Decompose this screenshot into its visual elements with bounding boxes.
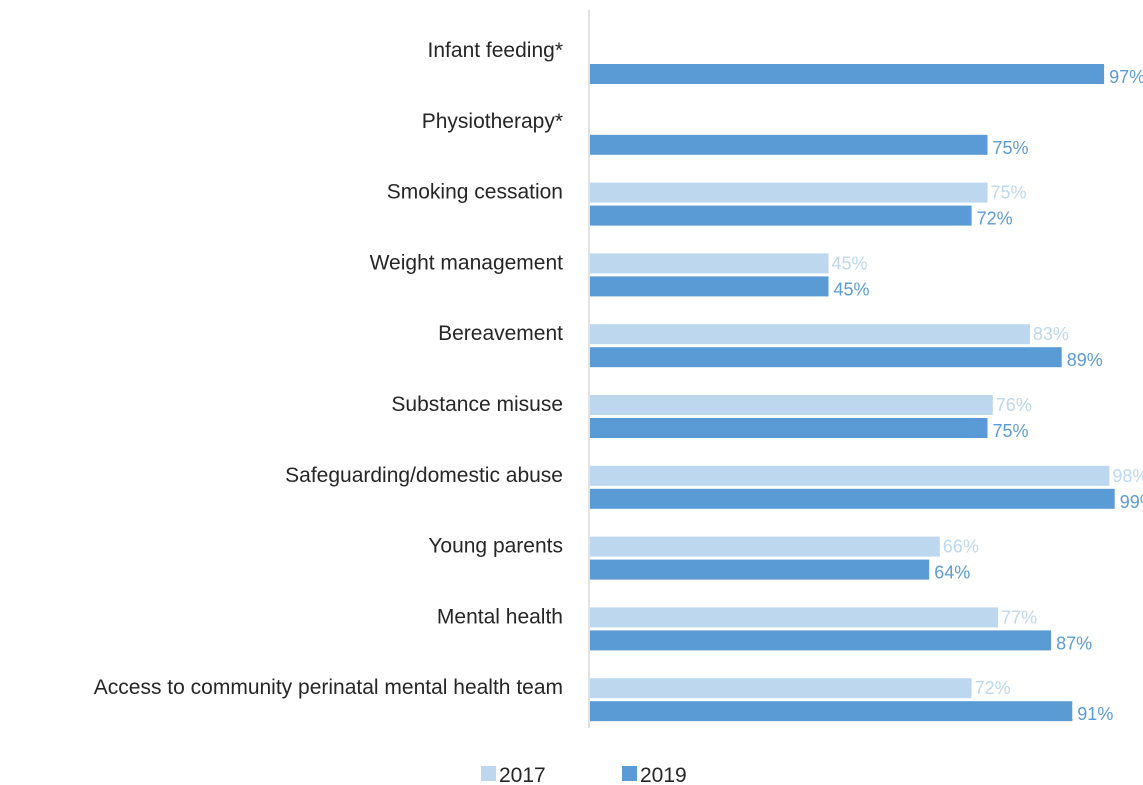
bar-2017 — [590, 465, 1110, 486]
category-label: Weight management — [370, 251, 564, 274]
bar-2019 — [590, 701, 1073, 722]
legend: 2017 2019 — [481, 764, 687, 785]
category-label: Infant feeding* — [428, 39, 563, 62]
bar-2017 — [590, 395, 993, 415]
data-label-2019: 72% — [977, 209, 1013, 229]
data-label-2017: 72% — [975, 678, 1011, 698]
category-label: Bereavement — [438, 322, 563, 345]
bar-2017 — [590, 536, 940, 557]
category-label: Substance misuse — [391, 393, 563, 416]
category-label: Smoking cessation — [387, 181, 563, 204]
category-label: Young parents — [428, 535, 563, 558]
bar-2019 — [590, 347, 1062, 368]
bar-2019 — [590, 64, 1105, 84]
data-label-2019: 87% — [1056, 633, 1092, 653]
bar-2019 — [590, 559, 930, 580]
data-label-2019: 97% — [1109, 67, 1143, 87]
data-label-2019: 75% — [993, 138, 1029, 158]
data-label-2017: 76% — [996, 395, 1032, 415]
category-label: Physiotherapy* — [422, 110, 563, 133]
bar-2019 — [590, 418, 988, 438]
data-label-2017: 98% — [1112, 466, 1143, 486]
bar-2017 — [590, 607, 999, 628]
bar-2019 — [590, 205, 972, 226]
data-label-2019: 91% — [1077, 704, 1113, 724]
data-label-2017: 75% — [991, 183, 1027, 203]
bar-2017 — [590, 678, 972, 699]
bar-2019 — [590, 276, 829, 297]
category-label: Safeguarding/domestic abuse — [285, 464, 563, 487]
data-label-2017: 66% — [943, 537, 979, 557]
data-label-2017: 83% — [1033, 324, 1069, 344]
legend-label-2017: 2017 — [499, 764, 546, 785]
data-label-2019: 45% — [834, 279, 870, 299]
category-label: Access to community perinatal mental hea… — [94, 676, 563, 699]
legend-label-2019: 2019 — [640, 764, 687, 785]
bar-2019 — [590, 630, 1052, 651]
data-label-2019: 64% — [934, 563, 970, 583]
data-label-2019: 89% — [1067, 350, 1103, 370]
legend-swatch-2017 — [481, 766, 496, 781]
bar-2017 — [590, 182, 988, 203]
bar-2019 — [590, 134, 988, 155]
legend-swatch-2019 — [622, 766, 637, 781]
bar-2017 — [590, 253, 829, 274]
category-label: Mental health — [437, 605, 563, 628]
data-label-2017: 77% — [1001, 607, 1037, 627]
bar-2017 — [590, 324, 1030, 345]
data-label-2017: 45% — [832, 253, 868, 273]
data-label-2019: 99% — [1120, 492, 1143, 512]
bar-2019 — [590, 488, 1115, 509]
plot-area: Infant feeding* 97% Physiotherapy* 75% Smoki… — [94, 10, 1143, 728]
data-label-2019: 75% — [993, 421, 1029, 441]
